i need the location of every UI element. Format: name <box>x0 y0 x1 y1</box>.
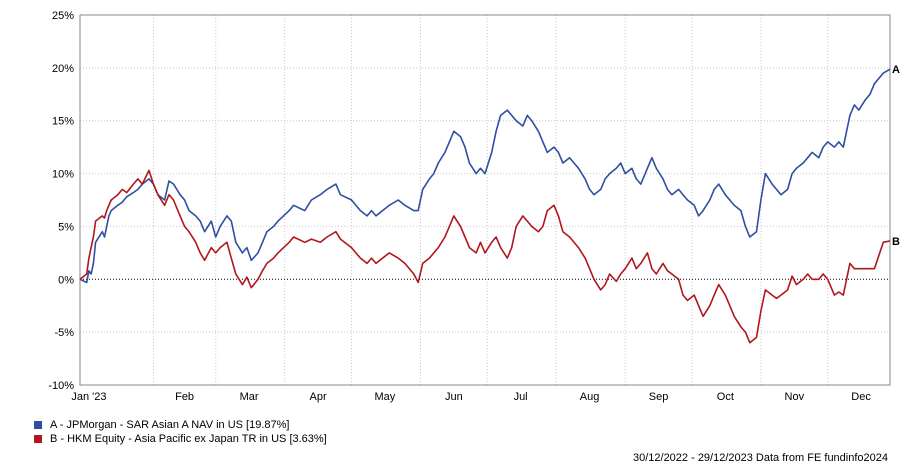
series-end-label-b: B <box>892 236 900 248</box>
y-tick-label: -10% <box>48 380 74 392</box>
y-tick-label: 10% <box>52 169 74 181</box>
x-tick-label: May <box>374 391 395 403</box>
x-tick-label: Jun <box>445 391 463 403</box>
x-tick-label: Feb <box>175 391 194 403</box>
y-axis-ticks: 25% 20% 15% 10% 5% 0% -5% -10% <box>48 10 74 392</box>
data-source-footer: 30/12/2022 - 29/12/2023 Data from FE fun… <box>632 452 888 464</box>
y-tick-label: -5% <box>54 327 74 339</box>
series-end-label-a: A <box>892 64 900 76</box>
x-axis-ticks: Jan '23 Feb Mar Apr May Jun Jul Aug Sep Oct Nov Dec <box>71 391 871 403</box>
y-tick-label: 25% <box>52 10 74 22</box>
y-tick-label: 20% <box>52 63 74 75</box>
legend-label-a: A - JPMorgan - SAR Asian A NAV in US [19… <box>50 419 290 431</box>
x-tick-label: Oct <box>717 391 734 403</box>
y-tick-label: 0% <box>58 274 74 286</box>
series-lines <box>79 68 891 344</box>
legend-swatch-b <box>34 435 42 443</box>
x-tick-label: Nov <box>785 391 805 403</box>
y-tick-label: 5% <box>58 221 74 233</box>
y-tick-label: 15% <box>52 116 74 128</box>
legend-label-b: B - HKM Equity - Asia Pacific ex Japan T… <box>50 433 327 445</box>
x-tick-label: Jan '23 <box>71 391 106 403</box>
series-line-a <box>79 68 891 284</box>
plot-frame <box>79 14 891 386</box>
legend-item-a: A - JPMorgan - SAR Asian A NAV in US [19… <box>34 418 327 432</box>
x-tick-label: Sep <box>649 391 669 403</box>
legend: A - JPMorgan - SAR Asian A NAV in US [19… <box>34 418 327 446</box>
series-end-labels: AB <box>892 64 900 248</box>
x-tick-label: Jul <box>514 391 528 403</box>
x-tick-label: Apr <box>310 391 327 403</box>
gridlines <box>80 15 890 385</box>
x-tick-label: Dec <box>851 391 871 403</box>
legend-item-b: B - HKM Equity - Asia Pacific ex Japan T… <box>34 432 327 446</box>
legend-swatch-a <box>34 421 42 429</box>
x-tick-label: Mar <box>240 391 259 403</box>
x-tick-label: Aug <box>580 391 600 403</box>
series-line-b <box>79 169 891 344</box>
